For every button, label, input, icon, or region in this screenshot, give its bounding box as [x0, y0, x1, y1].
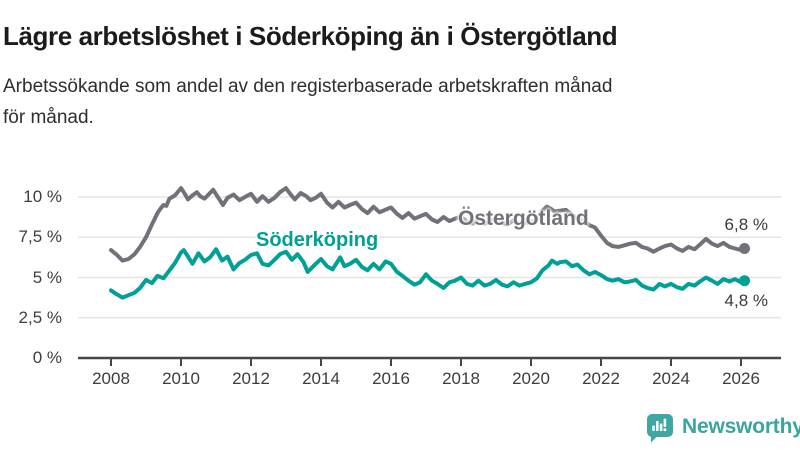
branding-footer: Newsworthy — [645, 410, 800, 444]
x-tick-label: 2008 — [92, 369, 130, 388]
series-end-dot — [739, 243, 750, 254]
x-tick-label: 2014 — [302, 369, 340, 388]
x-tick-label: 2026 — [722, 369, 760, 388]
brand-name: Newsworthy — [682, 415, 800, 438]
end-value-label-soderkoping: 4,8 % — [724, 291, 768, 310]
x-tick-label: 2016 — [372, 369, 410, 388]
y-tick-label: 0 % — [32, 348, 62, 367]
y-tick-label: 10 % — [23, 187, 62, 206]
x-tick-label: 2012 — [232, 369, 270, 388]
series-label-ostergotland: Östergötland — [458, 207, 589, 230]
y-tick-label: 5 % — [32, 267, 62, 287]
x-tick-label: 2022 — [582, 369, 620, 388]
subtitle-line-1: Arbetssökande som andel av den registerb… — [3, 76, 613, 97]
x-tick-label: 2010 — [162, 369, 200, 388]
y-tick-label: 2,5 % — [18, 307, 62, 327]
x-tick-label: 2020 — [512, 369, 550, 388]
series-line-ostergotland — [109, 186, 747, 263]
subtitle-line-2: för månad. — [3, 107, 94, 128]
chart-subtitle: Arbetssökande som andel av den registerb… — [3, 71, 793, 133]
x-tick-label: 2018 — [442, 369, 480, 388]
page-title: Lägre arbetslöshet i Söderköping än i Ös… — [3, 21, 618, 52]
end-value-label-ostergotland: 6,8 % — [724, 215, 768, 234]
series-end-dot — [739, 275, 750, 287]
x-tick-label: 2024 — [652, 369, 690, 388]
y-tick-label: 7,5 % — [18, 227, 62, 247]
newsworthy-logo-icon — [647, 414, 673, 443]
series-line-soderkoping — [109, 247, 747, 300]
series-label-soderkoping: Söderköping — [256, 229, 379, 251]
